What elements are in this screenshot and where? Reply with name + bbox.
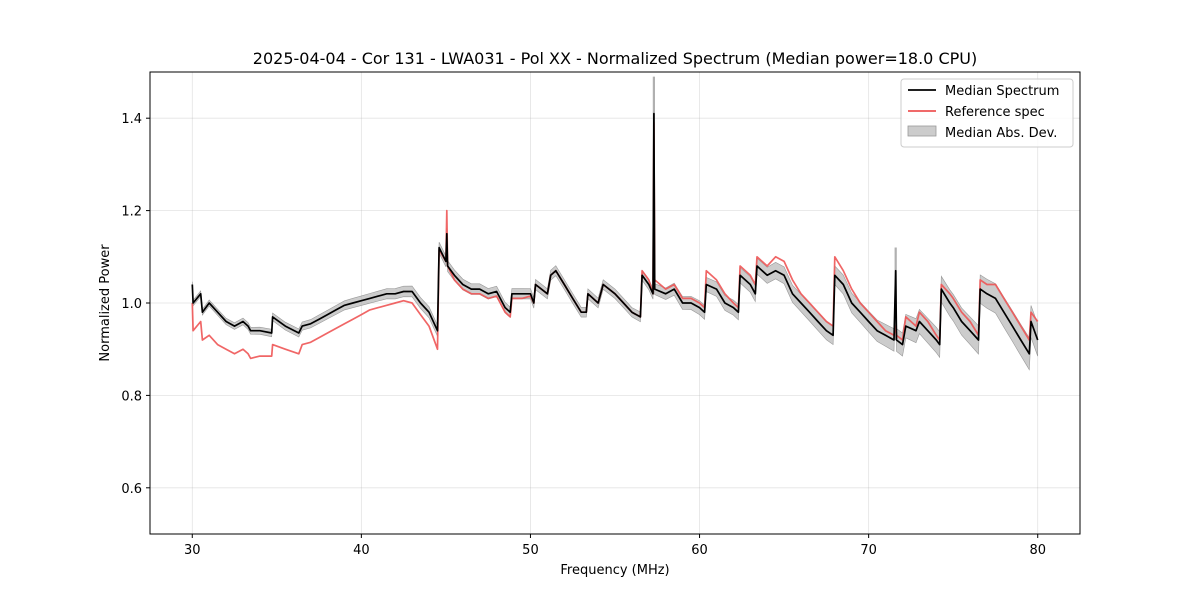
y-tick-label: 0.8	[121, 389, 142, 404]
y-tick-label: 0.6	[121, 482, 142, 497]
legend-label-mad: Median Abs. Dev.	[945, 126, 1057, 141]
x-axis-label: Frequency (MHz)	[560, 563, 669, 578]
legend-swatch-mad	[907, 125, 937, 137]
y-tick-label: 1.4	[121, 112, 142, 127]
y-axis-label: Normalized Power	[98, 244, 113, 362]
legend-label-reference: Reference spec	[945, 105, 1045, 120]
legend-label-median: Median Spectrum	[945, 84, 1059, 99]
x-tick-label: 40	[353, 543, 370, 558]
y-tick-label: 1.2	[121, 205, 142, 220]
x-axis-ticks: 30 40 50 60 70 80	[184, 534, 1046, 558]
series-layer	[191, 112, 1039, 360]
x-tick-label: 50	[522, 543, 539, 558]
x-tick-label: 80	[1029, 543, 1046, 558]
legend-box	[900, 78, 1074, 148]
x-tick-label: 70	[860, 543, 877, 558]
y-axis-ticks: 0.6 0.8 1.0 1.2 1.4	[121, 112, 150, 497]
y-tick-label: 1.0	[121, 297, 142, 312]
x-tick-label: 30	[184, 543, 201, 558]
series-median-spectrum	[191, 112, 1039, 355]
legend: Median Spectrum Reference spec Median Ab…	[900, 78, 1074, 148]
x-tick-label: 60	[691, 543, 708, 558]
chart-title: 2025-04-04 - Cor 131 - LWA031 - Pol XX -…	[253, 49, 977, 68]
